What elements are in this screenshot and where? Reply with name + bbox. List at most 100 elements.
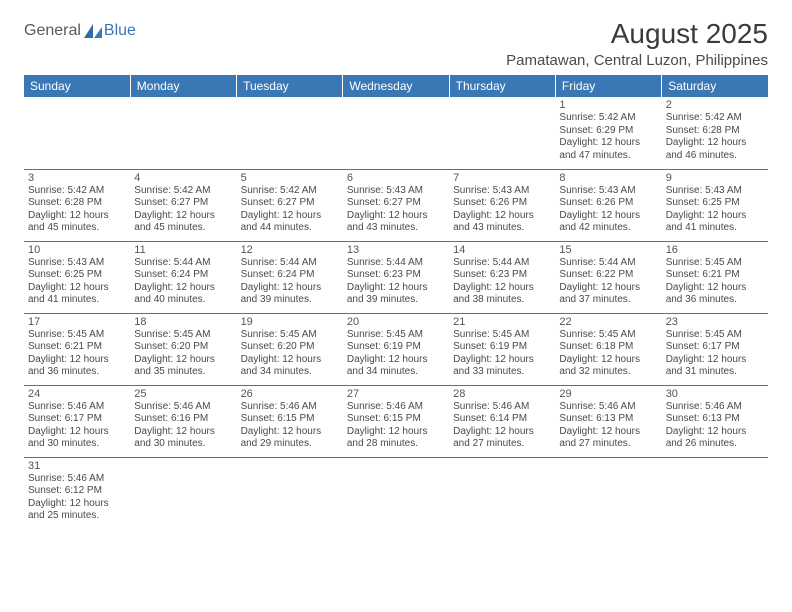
cell-line: Sunset: 6:28 PM: [28, 197, 126, 210]
calendar-cell: [449, 97, 555, 169]
cell-line: Daylight: 12 hours and 30 minutes.: [28, 426, 126, 451]
calendar-cell: 1Sunrise: 5:42 AMSunset: 6:29 PMDaylight…: [555, 97, 661, 169]
day-number: 18: [134, 316, 232, 328]
day-number: 13: [347, 244, 445, 256]
brand-text-general: General: [24, 22, 81, 40]
day-number: 26: [241, 388, 339, 400]
calendar-cell: [24, 97, 130, 169]
cell-line: Daylight: 12 hours and 36 minutes.: [666, 282, 764, 307]
cell-line: Sunrise: 5:45 AM: [453, 329, 551, 342]
calendar-cell: 29Sunrise: 5:46 AMSunset: 6:13 PMDayligh…: [555, 385, 661, 457]
cell-line: Sunset: 6:21 PM: [28, 341, 126, 354]
month-title: August 2025: [506, 18, 768, 50]
calendar-cell: 6Sunrise: 5:43 AMSunset: 6:27 PMDaylight…: [343, 169, 449, 241]
calendar-cell: 30Sunrise: 5:46 AMSunset: 6:13 PMDayligh…: [662, 385, 768, 457]
calendar-cell: 19Sunrise: 5:45 AMSunset: 6:20 PMDayligh…: [237, 313, 343, 385]
calendar-cell: 20Sunrise: 5:45 AMSunset: 6:19 PMDayligh…: [343, 313, 449, 385]
cell-line: Sunset: 6:13 PM: [666, 413, 764, 426]
cell-line: Sunrise: 5:46 AM: [241, 401, 339, 414]
cell-line: Daylight: 12 hours and 45 minutes.: [28, 210, 126, 235]
cell-line: Sunrise: 5:45 AM: [241, 329, 339, 342]
cell-line: Sunset: 6:23 PM: [347, 269, 445, 282]
day-number: 23: [666, 316, 764, 328]
day-number: 3: [28, 172, 126, 184]
cell-line: Sunset: 6:22 PM: [559, 269, 657, 282]
weekday-header: Tuesday: [237, 75, 343, 97]
calendar-cell: 2Sunrise: 5:42 AMSunset: 6:28 PMDaylight…: [662, 97, 768, 169]
day-number: 10: [28, 244, 126, 256]
cell-line: Sunrise: 5:44 AM: [559, 257, 657, 270]
calendar-cell: 17Sunrise: 5:45 AMSunset: 6:21 PMDayligh…: [24, 313, 130, 385]
header: General Blue August 2025 Pamatawan, Cent…: [24, 18, 768, 69]
day-number: 6: [347, 172, 445, 184]
cell-line: Sunrise: 5:43 AM: [453, 185, 551, 198]
cell-line: Sunrise: 5:44 AM: [453, 257, 551, 270]
calendar-cell: 21Sunrise: 5:45 AMSunset: 6:19 PMDayligh…: [449, 313, 555, 385]
day-number: 17: [28, 316, 126, 328]
cell-line: Daylight: 12 hours and 46 minutes.: [666, 137, 764, 162]
cell-line: Sunset: 6:24 PM: [241, 269, 339, 282]
day-number: 14: [453, 244, 551, 256]
calendar-cell: [130, 97, 236, 169]
calendar-row: 17 Sunrise: 5:45 AM Sunset: 6:21 PM Dayligh…: [24, 313, 768, 385]
cell-line: Sunrise: 5:45 AM: [134, 329, 232, 342]
cell-line: Sunrise: 5:46 AM: [134, 401, 232, 414]
calendar-cell: 15Sunrise: 5:44 AMSunset: 6:22 PMDayligh…: [555, 241, 661, 313]
day-number: 11: [134, 244, 232, 256]
weekday-header: Friday: [555, 75, 661, 97]
cell-line: Sunset: 6:19 PM: [347, 341, 445, 354]
cell-line: Sunset: 6:24 PM: [134, 269, 232, 282]
day-number: 12: [241, 244, 339, 256]
calendar-cell: 11Sunrise: 5:44 AMSunset: 6:24 PMDayligh…: [130, 241, 236, 313]
calendar-cell: 27Sunrise: 5:46 AMSunset: 6:15 PMDayligh…: [343, 385, 449, 457]
calendar-cell: 23Sunrise: 5:45 AMSunset: 6:17 PMDayligh…: [662, 313, 768, 385]
cell-line: Sunrise: 5:45 AM: [559, 329, 657, 342]
cell-line: Daylight: 12 hours and 25 minutes.: [28, 498, 126, 523]
weekday-header-row: Sunday Monday Tuesday Wednesday Thursday…: [24, 75, 768, 97]
calendar-cell: 3Sunrise: 5:42 AMSunset: 6:28 PMDaylight…: [24, 169, 130, 241]
cell-line: Sunrise: 5:46 AM: [666, 401, 764, 414]
cell-line: Daylight: 12 hours and 31 minutes.: [666, 354, 764, 379]
cell-line: Sunset: 6:28 PM: [666, 125, 764, 138]
cell-line: Sunrise: 5:42 AM: [134, 185, 232, 198]
cell-line: Sunrise: 5:43 AM: [559, 185, 657, 198]
calendar-cell: [237, 97, 343, 169]
cell-line: Daylight: 12 hours and 37 minutes.: [559, 282, 657, 307]
cell-line: Sunrise: 5:46 AM: [28, 401, 126, 414]
cell-line: Sunset: 6:26 PM: [559, 197, 657, 210]
cell-line: Daylight: 12 hours and 39 minutes.: [241, 282, 339, 307]
calendar-cell: 31Sunrise: 5:46 AMSunset: 6:12 PMDayligh…: [24, 457, 130, 529]
cell-line: Sunrise: 5:42 AM: [28, 185, 126, 198]
day-number: 24: [28, 388, 126, 400]
cell-line: Sunset: 6:25 PM: [666, 197, 764, 210]
calendar-cell: 16Sunrise: 5:45 AMSunset: 6:21 PMDayligh…: [662, 241, 768, 313]
weekday-header: Monday: [130, 75, 236, 97]
calendar-row: 31Sunrise: 5:46 AMSunset: 6:12 PMDayligh…: [24, 457, 768, 529]
cell-line: Sunrise: 5:42 AM: [666, 112, 764, 125]
cell-line: Sunrise: 5:45 AM: [666, 257, 764, 270]
cell-line: Sunset: 6:12 PM: [28, 485, 126, 498]
cell-line: Daylight: 12 hours and 34 minutes.: [241, 354, 339, 379]
calendar-cell: 7Sunrise: 5:43 AMSunset: 6:26 PMDaylight…: [449, 169, 555, 241]
sail-icon: [84, 24, 102, 38]
calendar-cell: 4Sunrise: 5:42 AMSunset: 6:27 PMDaylight…: [130, 169, 236, 241]
calendar-cell: [343, 457, 449, 529]
cell-line: Sunset: 6:27 PM: [347, 197, 445, 210]
day-number: 25: [134, 388, 232, 400]
calendar-cell: 12Sunrise: 5:44 AMSunset: 6:24 PMDayligh…: [237, 241, 343, 313]
cell-line: Sunrise: 5:46 AM: [28, 473, 126, 486]
cell-line: Sunrise: 5:44 AM: [241, 257, 339, 270]
weekday-header: Sunday: [24, 75, 130, 97]
cell-line: Sunrise: 5:46 AM: [559, 401, 657, 414]
day-number: 30: [666, 388, 764, 400]
cell-line: Daylight: 12 hours and 30 minutes.: [134, 426, 232, 451]
calendar-cell: 10Sunrise: 5:43 AMSunset: 6:25 PMDayligh…: [24, 241, 130, 313]
cell-line: Sunrise: 5:43 AM: [347, 185, 445, 198]
cell-line: Daylight: 12 hours and 27 minutes.: [559, 426, 657, 451]
calendar-row: 10Sunrise: 5:43 AMSunset: 6:25 PMDayligh…: [24, 241, 768, 313]
cell-line: Sunrise: 5:45 AM: [666, 329, 764, 342]
brand-logo: General Blue: [24, 18, 136, 40]
cell-line: Sunrise: 5:42 AM: [241, 185, 339, 198]
title-block: August 2025 Pamatawan, Central Luzon, Ph…: [506, 18, 768, 69]
cell-line: Sunset: 6:20 PM: [134, 341, 232, 354]
